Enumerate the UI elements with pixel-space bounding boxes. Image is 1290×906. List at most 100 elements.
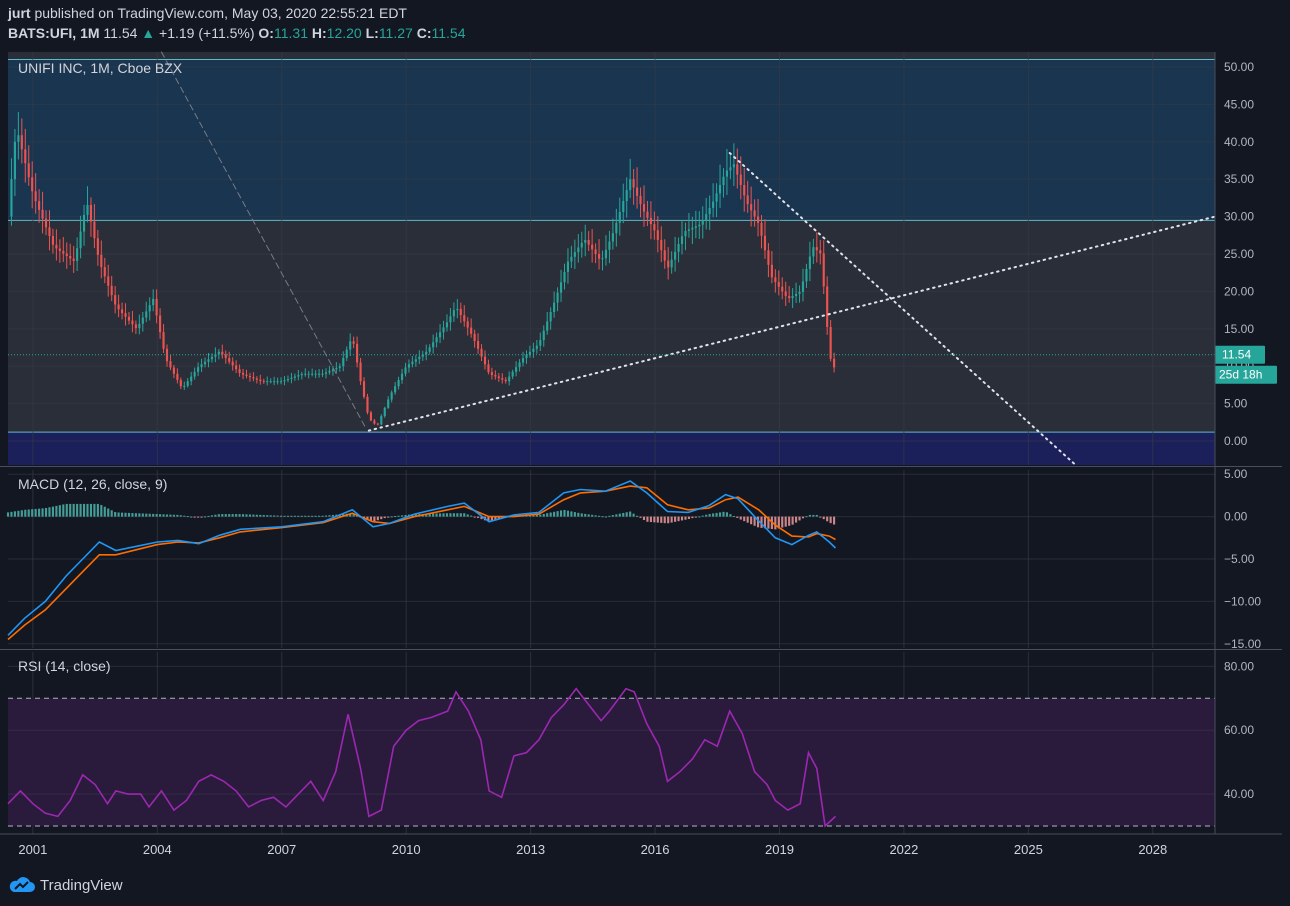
- macd-histogram-bar: [629, 511, 632, 517]
- macd-histogram-bar: [349, 513, 352, 517]
- macd-histogram-bar: [193, 516, 196, 518]
- candle-body: [376, 423, 379, 425]
- macd-histogram-bar: [231, 514, 234, 517]
- candle-body: [394, 386, 397, 393]
- publish-line: jurt published on TradingView.com, May 0…: [8, 5, 407, 21]
- macd-histogram-bar: [183, 515, 186, 517]
- tradingview-logo[interactable]: TradingView: [8, 876, 123, 894]
- candle-body: [756, 216, 760, 223]
- macd-histogram-bar: [169, 514, 172, 517]
- rsi-axis-tick-label: 40.00: [1224, 787, 1254, 801]
- time-axis-tick-label: 2010: [392, 842, 421, 857]
- candle-body: [636, 187, 639, 196]
- macd-histogram-bar: [826, 516, 829, 522]
- candle-body: [615, 222, 618, 234]
- candle-body: [515, 367, 518, 372]
- candle-body: [701, 220, 704, 225]
- macd-histogram-bar: [72, 503, 75, 517]
- candle-body: [781, 286, 784, 292]
- macd-histogram-bar: [141, 513, 144, 517]
- macd-histogram-bar: [266, 515, 269, 517]
- macd-histogram-bar: [649, 516, 652, 523]
- candle-body: [411, 361, 414, 365]
- macd-histogram-bar: [653, 516, 656, 523]
- candle-body: [425, 351, 428, 355]
- candle-body: [473, 333, 476, 341]
- macd-histogram-bar: [449, 513, 452, 517]
- macd-histogram-bar: [750, 516, 753, 525]
- candle-body: [252, 377, 255, 379]
- candle-body: [674, 251, 677, 260]
- candle-body: [608, 241, 611, 250]
- candle-body: [24, 149, 27, 164]
- candle-body: [559, 282, 563, 293]
- candle-body: [307, 373, 310, 375]
- macd-histogram-bar: [217, 514, 220, 517]
- macd-histogram-bar: [808, 514, 811, 517]
- macd-histogram-bar: [708, 513, 711, 517]
- candle-body: [176, 373, 179, 380]
- macd-histogram-bar: [197, 516, 200, 518]
- candle-body: [732, 164, 735, 168]
- macd-histogram-bar: [44, 508, 48, 517]
- macd-histogram-bar: [373, 516, 376, 522]
- candle-body: [667, 260, 670, 268]
- candle-body: [356, 343, 359, 363]
- macd-histogram-bar: [228, 514, 231, 517]
- candle-body: [141, 317, 144, 324]
- macd-histogram-bar: [221, 514, 224, 517]
- candle-body: [120, 309, 124, 314]
- candle-body: [397, 379, 400, 387]
- macd-histogram-bar: [539, 514, 542, 517]
- macd-histogram-bar: [663, 516, 666, 524]
- candle-body: [69, 256, 72, 259]
- candle-body: [563, 271, 566, 283]
- candle-body: [311, 373, 314, 375]
- macd-histogram-bar: [148, 513, 151, 517]
- macd-histogram-bar: [674, 516, 677, 522]
- macd-histogram-bar: [62, 504, 65, 517]
- candle-body: [93, 221, 96, 239]
- candle-body: [553, 302, 556, 312]
- macd-histogram-bar: [17, 510, 20, 517]
- macd-histogram-bar: [632, 513, 635, 517]
- candle-body: [725, 170, 729, 177]
- candle-body: [573, 252, 576, 257]
- macd-histogram-bar: [815, 514, 818, 517]
- macd-histogram-bar: [383, 516, 386, 519]
- macd-histogram-bar: [784, 516, 787, 527]
- macd-histogram-bar: [822, 516, 825, 520]
- rsi-band-fill: [8, 698, 1215, 827]
- price-axis-tick-label: 30.00: [1224, 210, 1254, 224]
- candle-body: [155, 298, 158, 316]
- macd-histogram-bar: [138, 513, 141, 517]
- time-axis-tick-label: 2028: [1138, 842, 1167, 857]
- price-axis-tick-label: 40.00: [1224, 135, 1254, 149]
- macd-histogram-bar: [96, 503, 99, 517]
- candle-body: [629, 179, 632, 191]
- candle-body: [698, 224, 701, 227]
- macd-histogram-bar: [604, 516, 608, 518]
- candle-body: [290, 377, 293, 379]
- candle-body: [428, 347, 431, 352]
- macd-histogram-bar: [307, 515, 310, 517]
- candle-body: [708, 207, 711, 215]
- macd-histogram-bar: [642, 516, 646, 521]
- candle-body: [694, 226, 697, 228]
- macd-axis-tick-label: −10.00: [1224, 594, 1261, 608]
- candle-body: [13, 141, 16, 180]
- macd-histogram-bar: [622, 512, 625, 517]
- candle-body: [532, 348, 535, 352]
- close-label: C:: [416, 25, 432, 41]
- macd-histogram-bar: [241, 514, 245, 517]
- candle-body: [266, 381, 269, 383]
- macd-histogram-bar: [103, 506, 106, 517]
- author-name[interactable]: jurt: [8, 5, 31, 21]
- macd-histogram-bar: [324, 515, 328, 517]
- candle-body: [525, 355, 528, 359]
- candle-body: [172, 367, 175, 374]
- candle-body: [262, 380, 265, 382]
- high-value: 12.20: [326, 25, 362, 41]
- macd-histogram-bar: [152, 513, 155, 517]
